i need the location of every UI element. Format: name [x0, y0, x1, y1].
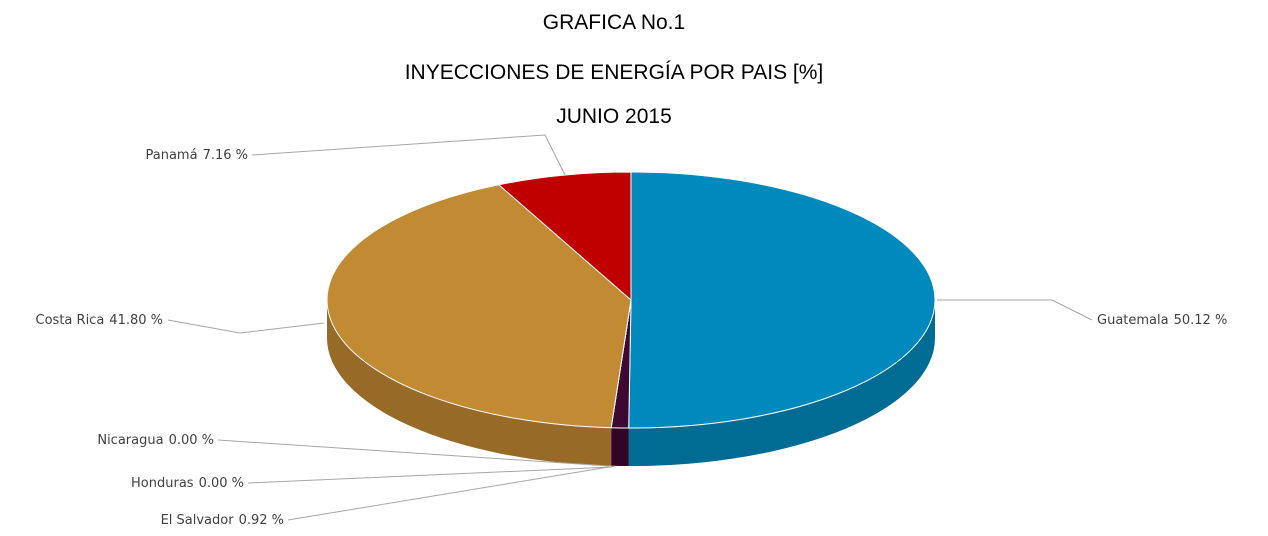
label-value: 41.80 %: [109, 313, 163, 328]
leader-line: [287, 465, 616, 521]
label-value: 0.92 %: [239, 513, 284, 528]
label-category: Costa Rica: [36, 313, 105, 328]
data-label: El Salvador 0.92 %: [161, 513, 284, 528]
label-category: Guatemala: [1097, 313, 1169, 328]
label-value: 50.12 %: [1174, 313, 1228, 328]
data-label: Guatemala 50.12 %: [1097, 313, 1227, 328]
slice-side: [327, 300, 612, 466]
slice: [628, 171, 936, 429]
label-category: Honduras: [131, 476, 194, 491]
label-category: Nicaragua: [97, 433, 163, 448]
leader-line: [217, 439, 610, 467]
data-label: Honduras 0.00 %: [131, 476, 244, 491]
chart-date: JUNIO 2015: [556, 105, 672, 128]
data-label: Costa Rica 41.80 %: [36, 313, 163, 328]
chart-subtitle: INYECCIONES DE ENERGÍA POR PAIS [%]: [405, 61, 824, 84]
label-value: 0.00 %: [169, 433, 214, 448]
slice-side-shade: [327, 300, 612, 466]
leader-line: [937, 299, 1093, 321]
leader-line: [167, 319, 325, 334]
data-label: Panamá 7.16 %: [146, 148, 249, 163]
label-value: 7.16 %: [203, 148, 248, 163]
leader-line: [251, 134, 566, 176]
slice: [497, 171, 632, 302]
label-category: Panamá: [146, 148, 198, 163]
slice-side: [611, 427, 629, 466]
slice: [326, 184, 632, 429]
chart-title: GRAFICA No.1: [543, 11, 685, 34]
label-category: El Salvador: [161, 513, 235, 528]
data-label: Nicaragua 0.00 %: [97, 433, 214, 448]
leader-line: [247, 466, 613, 484]
slice-side-shade: [611, 427, 629, 466]
label-value: 0.00 %: [199, 476, 244, 491]
